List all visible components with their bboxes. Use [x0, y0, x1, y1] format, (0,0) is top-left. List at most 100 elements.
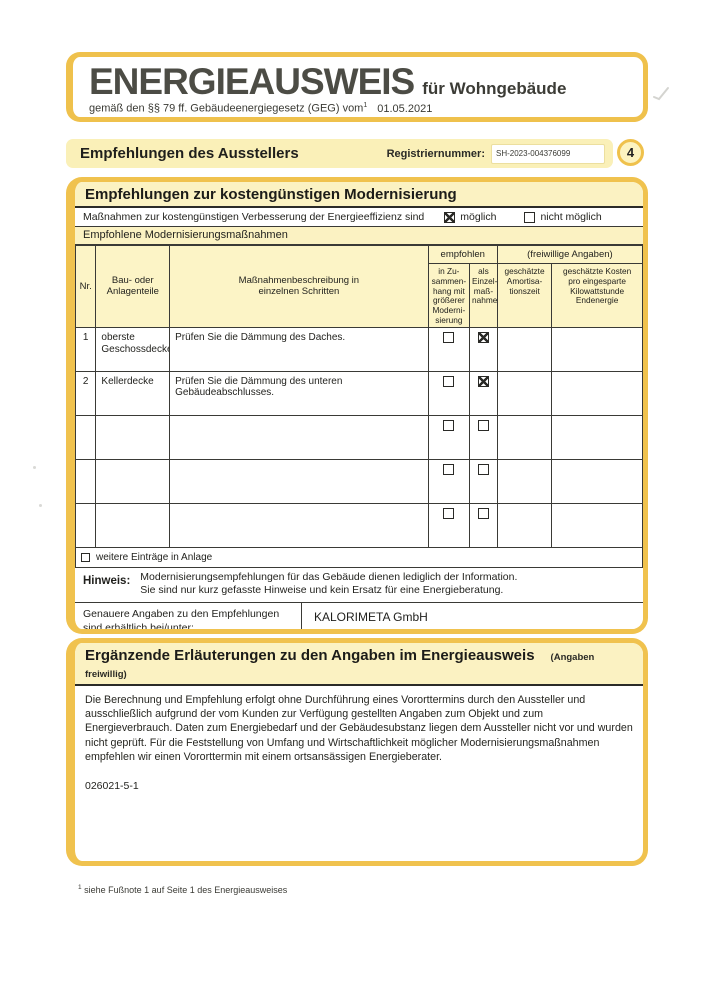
hint-text: Modernisierungsempfehlungen für das Gebä…: [140, 570, 518, 597]
checkbox-with-modernisation-icon[interactable]: [443, 463, 455, 475]
table-row: 1 oberste Geschossdecke Prüfen Sie die D…: [75, 326, 643, 372]
col-header-nr: Nr.: [75, 245, 97, 328]
footnote-marker: 1: [78, 884, 82, 891]
checkbox-with-modernisation-icon[interactable]: [443, 331, 455, 343]
row-description: Prüfen Sie die Dämmung des unteren Gebäu…: [169, 370, 429, 416]
table-row: [75, 502, 643, 548]
row-part: Kellerdecke: [95, 370, 171, 416]
footnote-text: siehe Fußnote 1 auf Seite 1 des Energiea…: [84, 885, 288, 895]
row-amortisation-cell: [496, 326, 553, 372]
option-possible: möglich: [444, 211, 496, 223]
row-amortisation-cell: [496, 502, 553, 548]
hint-label: Hinweis:: [83, 574, 131, 587]
measures-possible-text: Maßnahmen zur kostengünstigen Verbesseru…: [83, 211, 425, 223]
row-single-measure-cell: [469, 458, 498, 504]
row-description: [169, 458, 429, 504]
row-with-modernisation-cell: [427, 458, 471, 504]
checkbox-not-possible-icon[interactable]: [524, 211, 536, 223]
row-single-measure-cell: [469, 326, 498, 372]
document-title: ENERGIEAUSWEIS: [89, 61, 415, 102]
checkbox-single-measure-icon[interactable]: [477, 507, 489, 519]
col-header-single-measure: als Einzel- maß- nahme: [469, 263, 498, 328]
col-group-voluntary: (freiwillige Angaben): [496, 245, 643, 264]
explanations-body: Die Berechnung und Empfehlung erfolgt oh…: [85, 694, 633, 763]
law-date: 01.05.2021: [377, 102, 433, 115]
row-with-modernisation-cell: [427, 502, 471, 548]
col-header-amortisation: geschätzte Amortisa- tionszeit: [496, 263, 553, 328]
checkbox-single-measure-icon[interactable]: [477, 375, 489, 387]
title-row: ENERGIEAUSWEIS für Wohngebäude: [89, 63, 629, 100]
col-group-recommended: empfohlen: [427, 245, 498, 264]
row-nr: [75, 414, 97, 460]
row-description: Prüfen Sie die Dämmung des Daches.: [169, 326, 429, 372]
recommendations-title: Empfehlungen zur kostengünstigen Moderni…: [75, 182, 643, 208]
checkbox-with-modernisation-icon[interactable]: [443, 375, 455, 387]
row-cost-cell: [551, 326, 643, 372]
row-single-measure-cell: [469, 414, 498, 460]
row-part: [95, 414, 171, 460]
law-reference-line: gemäß den §§ 79 ff. Gebäudeenergiegesetz…: [89, 102, 629, 115]
more-entries-row: weitere Einträge in Anlage: [75, 546, 643, 568]
row-with-modernisation-cell: [427, 414, 471, 460]
row-nr: [75, 502, 97, 548]
registration-number-label: Registriernummer:: [386, 147, 485, 160]
row-cost-cell: [551, 458, 643, 504]
col-header-part: Bau- oder Anlagenteile: [95, 245, 171, 328]
row-amortisation-cell: [496, 458, 553, 504]
page-footnote: 1 siehe Fußnote 1 auf Seite 1 des Energi…: [78, 884, 287, 895]
row-amortisation-cell: [496, 370, 553, 416]
table-row: [75, 414, 643, 460]
row-cost-cell: [551, 414, 643, 460]
col-header-description: Maßnahmenbeschreibung in einzelnen Schri…: [169, 245, 429, 328]
row-part: oberste Geschossdecke: [95, 326, 171, 372]
option-possible-label: möglich: [460, 211, 497, 223]
recommended-measures-subheader: Empfohlene Modernisierungsmaßnahmen: [75, 227, 643, 245]
row-part: [95, 458, 171, 504]
hint-row: Hinweis: Modernisierungsempfehlungen für…: [75, 567, 643, 603]
row-amortisation-cell: [496, 414, 553, 460]
table-row: [75, 458, 643, 504]
explanations-title-note: (Angaben freiwillig): [85, 652, 595, 680]
row-with-modernisation-cell: [427, 370, 471, 416]
col-header-with-modernisation: in Zu- sammen- hang mit größerer Moderni…: [427, 263, 471, 328]
row-nr: [75, 458, 97, 504]
page-number-badge: 4: [617, 139, 644, 166]
row-cost-cell: [551, 370, 643, 416]
row-nr: 2: [75, 370, 97, 416]
checkbox-single-measure-icon[interactable]: [477, 419, 489, 431]
document-header: ENERGIEAUSWEIS für Wohngebäude gemäß den …: [66, 52, 648, 122]
scan-artifact-mark: [652, 86, 670, 102]
document-code: 026021-5-1: [85, 780, 139, 793]
option-not-possible-label: nicht möglich: [540, 211, 602, 223]
registration-number-field[interactable]: [491, 143, 605, 164]
scan-speck: [39, 504, 42, 507]
table-row: 2 Kellerdecke Prüfen Sie die Dämmung des…: [75, 370, 643, 416]
law-text: gemäß den §§ 79 ff. Gebäudeenergiegesetz…: [89, 102, 364, 115]
explanations-title-bar: Ergänzende Erläuterungen zu den Angaben …: [75, 643, 643, 686]
checkbox-with-modernisation-icon[interactable]: [443, 507, 455, 519]
row-with-modernisation-cell: [427, 326, 471, 372]
explanations-title: Ergänzende Erläuterungen zu den Angaben …: [85, 647, 535, 664]
document-subtitle: für Wohngebäude: [422, 79, 567, 98]
more-entries-label: weitere Einträge in Anlage: [96, 551, 213, 563]
recommendations-box: Empfehlungen zur kostengünstigen Moderni…: [66, 177, 648, 634]
scan-speck: [33, 466, 36, 469]
row-cost-cell: [551, 502, 643, 548]
checkbox-with-modernisation-icon[interactable]: [443, 419, 455, 431]
explanations-box: Ergänzende Erläuterungen zu den Angaben …: [66, 638, 648, 866]
issuer-details-label: Genauere Angaben zu den Empfehlungen sin…: [83, 607, 280, 634]
issuer-name: KALORIMETA GmbH: [301, 602, 643, 629]
measures-table: Nr. Bau- oder Anlagenteile Maßnahmenbesc…: [75, 245, 643, 568]
option-not-possible: nicht möglich: [524, 211, 602, 223]
row-description: [169, 414, 429, 460]
checkbox-possible-icon[interactable]: [444, 211, 456, 223]
footnote-marker: 1: [363, 102, 368, 109]
measures-possible-row: Maßnahmen zur kostengünstigen Verbesseru…: [75, 208, 643, 227]
row-single-measure-cell: [469, 502, 498, 548]
checkbox-single-measure-icon[interactable]: [477, 331, 489, 343]
checkbox-more-entries-icon[interactable]: [81, 552, 90, 562]
issuer-details-row: Genauere Angaben zu den Empfehlungen sin…: [75, 602, 643, 634]
checkbox-single-measure-icon[interactable]: [477, 463, 489, 475]
page-section-bar: Empfehlungen des Ausstellers Registriern…: [66, 139, 613, 168]
row-description: [169, 502, 429, 548]
